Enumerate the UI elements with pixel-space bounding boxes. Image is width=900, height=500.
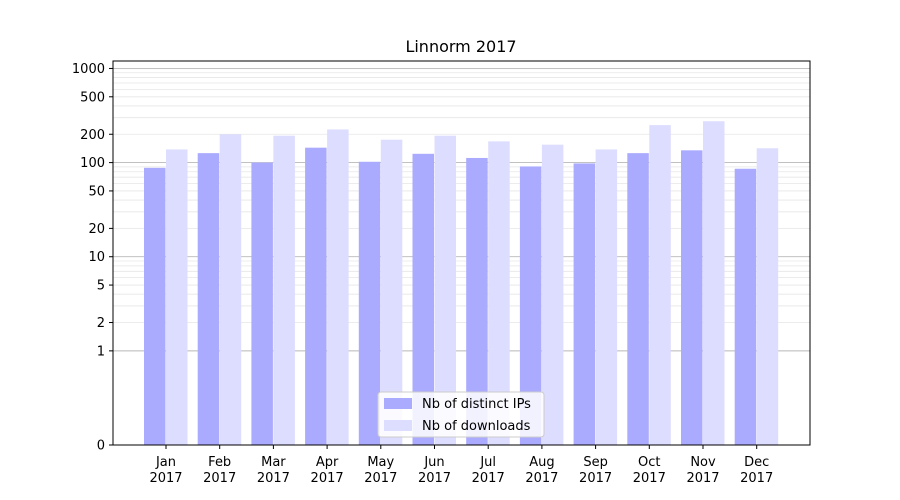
- y-tick-label: 20: [88, 222, 105, 237]
- bar-downloads: [595, 149, 618, 445]
- x-tick-label-month: Jan: [155, 455, 176, 470]
- bar-distinct-ips: [734, 168, 757, 445]
- legend-label: Nb of distinct IPs: [422, 397, 531, 412]
- bar-downloads: [327, 129, 349, 446]
- x-tick-label-month: Aug: [529, 455, 554, 470]
- bar-downloads: [219, 134, 242, 445]
- legend-swatch: [384, 398, 412, 409]
- bar-distinct-ips: [305, 147, 327, 446]
- x-tick-label-month: Mar: [261, 455, 286, 470]
- bar-downloads: [273, 135, 295, 445]
- x-tick-label-year: 2017: [311, 471, 344, 486]
- x-tick-label-year: 2017: [633, 471, 666, 486]
- bar-downloads: [166, 149, 188, 445]
- bar-distinct-ips: [197, 153, 220, 445]
- chart-title: Linnorm 2017: [405, 37, 516, 56]
- x-tick-label-year: 2017: [418, 471, 451, 486]
- bar-downloads: [541, 144, 564, 445]
- x-tick-label-year: 2017: [149, 471, 182, 486]
- bar-downloads: [703, 121, 725, 445]
- plot-frame: [112, 60, 811, 446]
- x-tick-label-year: 2017: [257, 471, 290, 486]
- y-tick-label: 500: [80, 90, 105, 105]
- y-tick-label: 2: [97, 316, 105, 331]
- bar-distinct-ips: [681, 150, 703, 445]
- y-tick-label: 100: [80, 156, 105, 171]
- legend-box: [377, 391, 545, 438]
- y-tick-label: 10: [88, 250, 105, 265]
- bar-distinct-ips: [627, 153, 649, 445]
- x-tick-label-month: Nov: [690, 455, 716, 470]
- bar-distinct-ips: [466, 157, 488, 446]
- x-tick-label-year: 2017: [472, 471, 505, 486]
- y-tick-label: 5: [97, 279, 105, 294]
- bar-distinct-ips: [573, 163, 596, 446]
- bar-distinct-ips: [412, 153, 434, 445]
- bar-downloads: [488, 141, 510, 445]
- legend: Nb of distinct IPs Nb of downloads: [377, 391, 545, 438]
- legend-swatch: [384, 420, 412, 431]
- y-tick-label: 1: [97, 344, 105, 359]
- x-tick-label-month: Apr: [316, 455, 339, 470]
- bar-downloads: [756, 148, 779, 445]
- bar-downloads: [380, 139, 403, 446]
- bar-distinct-ips: [358, 161, 381, 445]
- x-tick-label-month: May: [367, 455, 394, 470]
- x-tick-label-month: Sep: [583, 455, 608, 470]
- bar-distinct-ips: [251, 162, 273, 445]
- y-tick-label: 0: [97, 439, 105, 454]
- y-tick-label: 1000: [72, 62, 105, 77]
- bar-downloads: [434, 135, 456, 445]
- x-tick-label-year: 2017: [686, 471, 719, 486]
- x-tick-label-month: Jun: [423, 455, 444, 470]
- x-tick-label-year: 2017: [203, 471, 236, 486]
- x-tick-label-year: 2017: [740, 471, 773, 486]
- x-tick-label-year: 2017: [364, 471, 397, 486]
- x-tick-label-month: Dec: [744, 455, 769, 470]
- bar-group: [144, 121, 779, 446]
- bar-distinct-ips: [144, 167, 166, 445]
- y-tick-label: 200: [80, 128, 105, 143]
- x-tick-label-year: 2017: [525, 471, 558, 486]
- legend-label: Nb of downloads: [422, 419, 531, 434]
- x-tick-label-month: Feb: [208, 455, 231, 470]
- axes: 01251020501002005001000Jan2017Feb2017Mar…: [72, 60, 811, 486]
- x-tick-label-month: Oct: [638, 455, 660, 470]
- bar-distinct-ips: [519, 166, 542, 445]
- bar-downloads: [649, 125, 671, 445]
- x-tick-label-month: Jul: [479, 455, 496, 470]
- x-tick-label-year: 2017: [579, 471, 612, 486]
- y-tick-label: 50: [88, 184, 105, 199]
